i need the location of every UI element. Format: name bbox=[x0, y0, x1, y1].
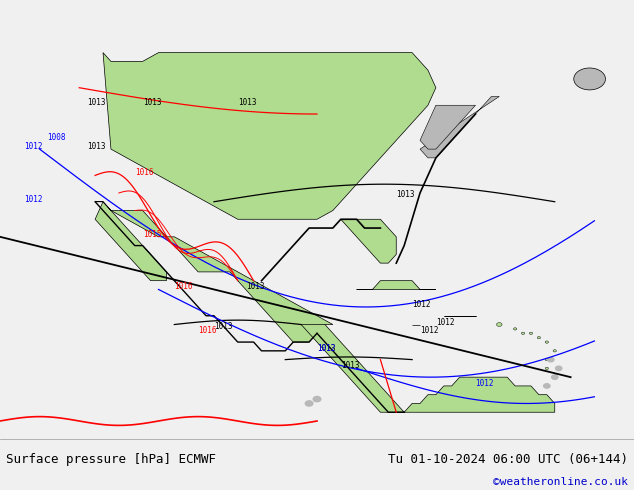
Text: 1013: 1013 bbox=[396, 190, 415, 199]
Circle shape bbox=[537, 337, 541, 339]
Text: 1012: 1012 bbox=[317, 344, 335, 353]
Text: 1013: 1013 bbox=[87, 142, 106, 151]
Text: 1013: 1013 bbox=[214, 322, 233, 331]
Text: 1013: 1013 bbox=[238, 98, 256, 107]
Circle shape bbox=[306, 401, 313, 406]
Circle shape bbox=[514, 328, 517, 330]
Text: 1013: 1013 bbox=[143, 98, 161, 107]
Text: 1015: 1015 bbox=[143, 230, 161, 239]
Text: ©weatheronline.co.uk: ©weatheronline.co.uk bbox=[493, 477, 628, 488]
Circle shape bbox=[555, 366, 562, 370]
Polygon shape bbox=[356, 281, 436, 290]
Text: 1008: 1008 bbox=[48, 133, 66, 142]
Text: 1013: 1013 bbox=[87, 98, 106, 107]
Polygon shape bbox=[420, 105, 476, 149]
Polygon shape bbox=[103, 52, 436, 220]
Circle shape bbox=[496, 322, 502, 326]
Circle shape bbox=[545, 359, 548, 361]
Text: 1013: 1013 bbox=[317, 344, 335, 353]
Text: Surface pressure [hPa] ECMWF: Surface pressure [hPa] ECMWF bbox=[6, 453, 216, 466]
Circle shape bbox=[545, 341, 548, 343]
Text: 1012: 1012 bbox=[24, 142, 42, 151]
Circle shape bbox=[313, 396, 321, 402]
Circle shape bbox=[544, 384, 550, 388]
Text: 1016: 1016 bbox=[134, 169, 153, 177]
Text: 1012: 1012 bbox=[412, 300, 430, 309]
Polygon shape bbox=[301, 324, 404, 412]
Text: 1013: 1013 bbox=[246, 282, 264, 292]
Circle shape bbox=[548, 357, 554, 362]
Text: 1012: 1012 bbox=[420, 326, 439, 335]
Circle shape bbox=[529, 332, 533, 335]
Circle shape bbox=[574, 68, 605, 90]
Circle shape bbox=[521, 332, 525, 335]
Circle shape bbox=[552, 375, 558, 379]
Text: 1012: 1012 bbox=[476, 379, 494, 388]
Polygon shape bbox=[95, 202, 333, 342]
Text: 1016: 1016 bbox=[198, 326, 217, 335]
Polygon shape bbox=[341, 220, 396, 263]
Text: 1012: 1012 bbox=[436, 318, 455, 326]
Text: Tu 01-10-2024 06:00 UTC (06+144): Tu 01-10-2024 06:00 UTC (06+144) bbox=[387, 453, 628, 466]
Text: 1016: 1016 bbox=[174, 282, 193, 292]
Circle shape bbox=[553, 350, 557, 352]
Text: 1013: 1013 bbox=[341, 362, 359, 370]
Polygon shape bbox=[396, 377, 555, 412]
Circle shape bbox=[545, 367, 548, 369]
Polygon shape bbox=[420, 97, 500, 158]
Polygon shape bbox=[95, 202, 166, 281]
Text: 1012: 1012 bbox=[24, 195, 42, 204]
